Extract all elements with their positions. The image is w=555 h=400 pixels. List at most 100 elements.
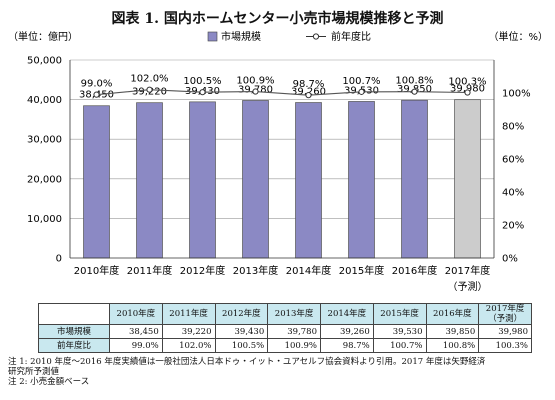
x-tick-label: 2011年度	[127, 264, 172, 277]
table-header-cell: 2015年度	[372, 303, 427, 325]
ratio-point	[464, 89, 471, 96]
row-label: 前年度比	[38, 338, 110, 353]
table-cell: 39,530	[372, 324, 427, 339]
ratio-value-label: 100.7%	[342, 76, 380, 87]
forecast-label: （予測）	[448, 280, 488, 293]
right-axis-ticks: 0% 20% 40% 60% 80% 100%	[502, 89, 531, 265]
right-tick-label: 80%	[502, 122, 524, 133]
bar	[348, 101, 375, 259]
left-tick-label: 10,000	[27, 214, 62, 225]
legend-marker	[312, 33, 320, 40]
right-axis-label: （単位：%）	[488, 30, 548, 43]
ratio-point	[199, 89, 206, 96]
bar	[189, 101, 216, 259]
table-header-cell: 2010年度	[109, 303, 163, 325]
ratio-point	[93, 91, 100, 98]
note-1: 注 1: 2010 年度～2016 年度実績値は一般社団法人日本ドゥ・イット・ユ…	[8, 357, 486, 367]
right-tick-label: 60%	[502, 155, 524, 166]
right-tick-label: 0%	[502, 254, 518, 265]
ratio-value-label: 100.9%	[236, 76, 274, 87]
ratio-value-label: 102.0%	[130, 74, 168, 85]
right-tick-label: 20%	[502, 221, 524, 232]
bar	[242, 100, 269, 259]
table-header-cell: 2013年度	[267, 303, 321, 325]
bar	[401, 99, 428, 259]
left-axis-ticks: 0 10,000 20,000 30,000 40,000 50,000	[27, 56, 62, 265]
ratio-labels: 99.0% 102.0% 100.5% 100.9% 98.7% 100.7% 100.8%…	[81, 74, 487, 90]
table-cell: 100.8%	[425, 338, 480, 353]
table-corner-cell	[38, 303, 110, 325]
row-label: 市場規模	[38, 324, 110, 339]
forecast-note: （予測）	[488, 314, 523, 324]
ratio-point	[411, 88, 418, 95]
ratio-line-path	[96, 89, 468, 96]
table-cell: 39,430	[214, 324, 269, 339]
table-cell: 39,850	[425, 324, 480, 339]
note-2: 注 2: 小売金額ベース	[8, 377, 90, 387]
legend-label-line: 前年度比	[331, 30, 371, 43]
table-header-row: 2010年度 2011年度 2012年度 2013年度 2014年度 2015年…	[38, 303, 532, 325]
left-tick-label: 50,000	[27, 56, 62, 67]
x-tick-label: 2012年度	[180, 264, 225, 277]
table-header-cell: 2012年度	[214, 303, 269, 325]
bar	[136, 102, 163, 259]
note-1-continued: 研究所予測値	[8, 367, 60, 377]
x-tick-label: 2015年度	[339, 264, 384, 277]
legend-label-bar: 市場規模	[221, 30, 261, 43]
ratio-value-label: 100.8%	[395, 76, 433, 87]
ratio-line	[93, 86, 471, 99]
legend-swatch-bar	[207, 31, 218, 42]
table-cell: 100.7%	[372, 338, 427, 353]
ratio-value-label: 98.7%	[293, 79, 325, 90]
table-header-cell: 2011年度	[161, 303, 216, 325]
ratio-point	[358, 88, 365, 95]
left-tick-label: 40,000	[27, 95, 62, 106]
table-cell: 100.9%	[267, 338, 321, 353]
ratio-value-label: 99.0%	[81, 79, 113, 90]
table-cell: 38,450	[109, 324, 163, 339]
x-tick-label: 2014年度	[286, 264, 331, 277]
left-tick-label: 30,000	[27, 135, 62, 146]
market-size-chart: 38,45039,22039,43039,78039,26039,53039,8…	[8, 30, 548, 293]
bars	[83, 99, 481, 259]
table-cell: 100.5%	[214, 338, 269, 353]
table-cell: 39,780	[267, 324, 321, 339]
ratio-value-label: 100.5%	[183, 76, 221, 87]
table-row: 前年度比 99.0% 102.0% 100.5% 100.9% 98.7% 10…	[38, 338, 532, 353]
table-cell: 100.3%	[478, 338, 532, 353]
ratio-point	[252, 88, 259, 95]
left-tick-label: 20,000	[27, 174, 62, 185]
table-cell: 39,980	[478, 324, 532, 339]
table-cell: 102.0%	[161, 338, 216, 353]
table-header-cell: 2014年度	[320, 303, 374, 325]
table-header-cell-forecast: 2017年度 （予測）	[478, 303, 532, 325]
bar	[295, 102, 322, 259]
right-tick-label: 100%	[502, 89, 531, 100]
left-tick-label: 0	[56, 254, 62, 265]
ratio-point	[146, 86, 153, 93]
table-row: 市場規模 38,450 39,220 39,430 39,780 39,260 …	[38, 324, 532, 339]
left-axis-label: （単位：億円）	[8, 30, 78, 43]
forecast-year: 2017年度	[485, 304, 525, 314]
x-tick-label: 2013年度	[233, 264, 278, 277]
bar	[83, 105, 110, 259]
page-title: 図表 1. 国内ホームセンター小売市場規模推移と予測	[111, 11, 444, 27]
table-cell: 98.7%	[320, 338, 374, 353]
data-table: 2010年度 2011年度 2012年度 2013年度 2014年度 2015年…	[38, 303, 532, 353]
bar-value-label: 39,980	[450, 84, 485, 95]
axes	[69, 60, 495, 259]
x-tick-label: 2017年度	[445, 264, 490, 277]
ratio-value-label: 100.3%	[448, 77, 486, 88]
bar-value-label: 39,260	[291, 87, 326, 98]
table-cell: 99.0%	[109, 338, 163, 353]
x-tick-label: 2010年度	[74, 264, 119, 277]
x-axis-ticks: 2010年度 2011年度 2012年度 2013年度 2014年度 2015年度 2016…	[74, 264, 490, 277]
legend: 市場規模 前年度比	[207, 30, 371, 43]
ratio-point	[305, 92, 312, 99]
x-tick-label: 2016年度	[392, 264, 437, 277]
bar-forecast	[454, 99, 481, 259]
table-cell: 39,260	[320, 324, 374, 339]
right-tick-label: 40%	[502, 188, 524, 199]
table-header-cell: 2016年度	[425, 303, 480, 325]
table-cell: 39,220	[161, 324, 216, 339]
